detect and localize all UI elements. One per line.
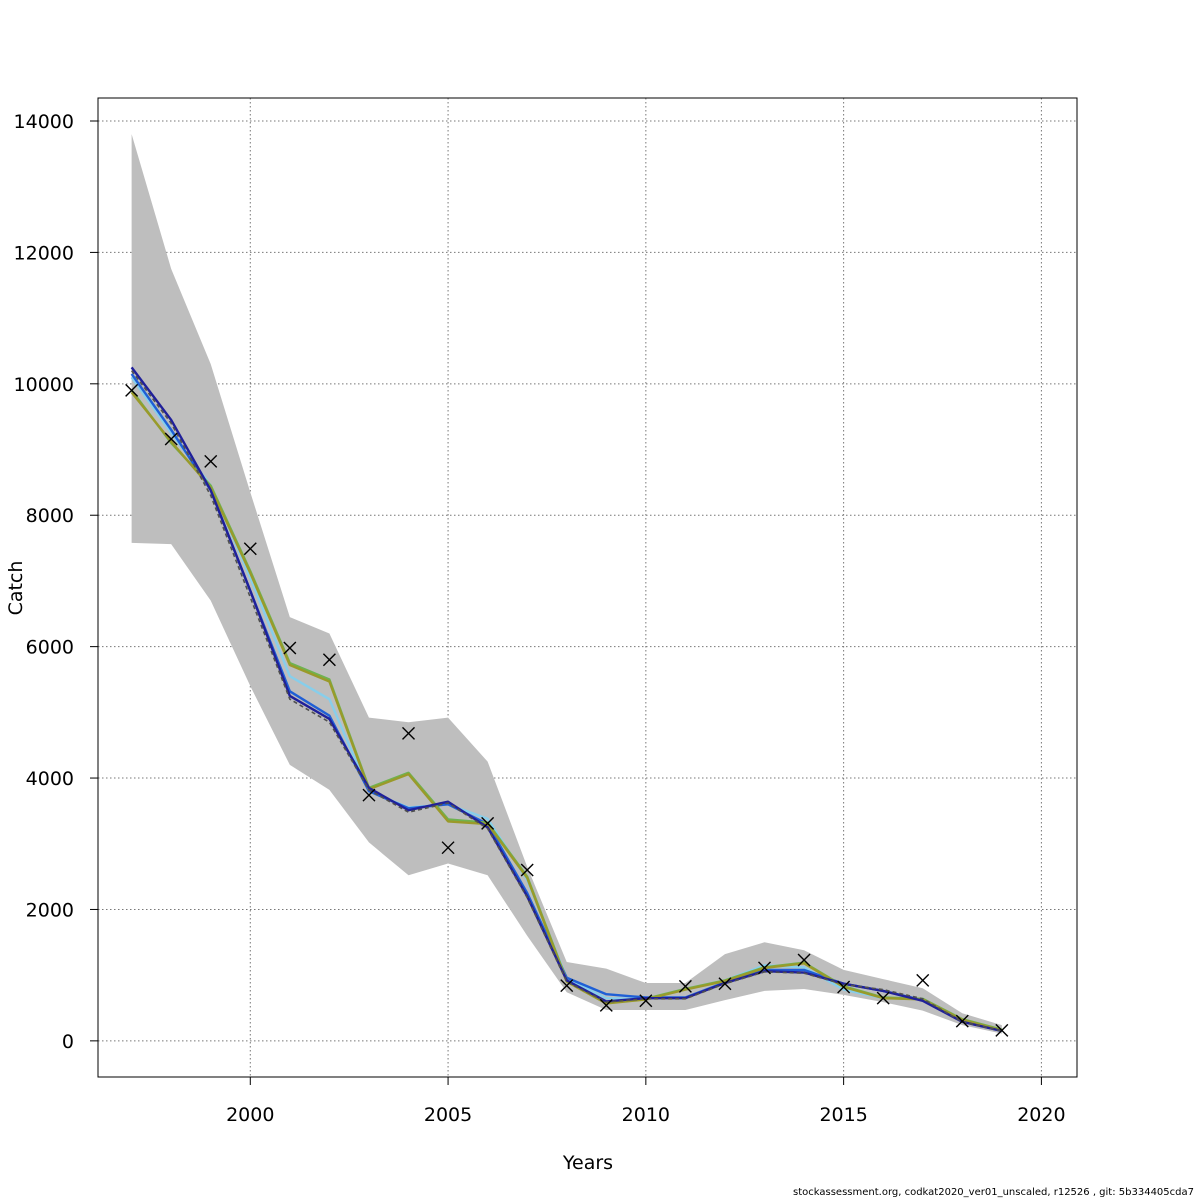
observed-point (995, 1023, 1009, 1037)
series-line-3 (130, 389, 1003, 1031)
observed-point (678, 979, 692, 993)
plot-frame (97, 97, 1078, 1078)
observed-point (797, 953, 811, 967)
y-tick-label: 4000 (26, 768, 74, 790)
confidence-band (131, 134, 1002, 1034)
footer-credit: stockassessment.org, codkat2020_ver01_un… (793, 1187, 1194, 1198)
x-axis-title: Years (562, 1152, 613, 1174)
x-tick-label: 2015 (819, 1104, 867, 1126)
observed-point (876, 991, 890, 1005)
y-tick-label: 10000 (14, 374, 74, 396)
x-tick-label: 2020 (1017, 1104, 1065, 1126)
y-axis: 0 2000 4000 6000 8000 10000 12000 14000 (14, 111, 98, 1053)
x-tick-label: 2000 (226, 1104, 274, 1126)
observed-point (520, 863, 534, 877)
observed-point (125, 383, 139, 397)
series-line-5 (130, 366, 1003, 1033)
y-tick-label: 2000 (26, 899, 74, 921)
observed-point (718, 977, 732, 991)
observed-point (164, 432, 178, 446)
observed-point (599, 998, 613, 1012)
grid-lines (98, 98, 1077, 1077)
x-axis: 2000 2005 2010 2015 2020 (226, 1077, 1066, 1126)
observed-point (283, 641, 297, 655)
observed-point (322, 653, 336, 667)
x-tick-label: 2005 (424, 1104, 472, 1126)
observed-markers-layer (125, 383, 1009, 1037)
observed-point (560, 979, 574, 993)
y-axis-title: Catch (5, 561, 27, 616)
observed-point (916, 973, 930, 987)
observed-point (481, 816, 495, 830)
observed-point (837, 980, 851, 994)
observed-point (639, 994, 653, 1008)
observed-point (955, 1014, 969, 1028)
series-lines-layer (130, 366, 1003, 1033)
x-tick-label: 2010 (622, 1104, 670, 1126)
y-tick-label: 12000 (14, 242, 74, 264)
series-line-4 (130, 391, 1003, 1032)
observed-point (243, 542, 257, 556)
y-tick-label: 8000 (26, 505, 74, 527)
observed-point (758, 961, 772, 975)
confidence-band-layer (131, 134, 1002, 1034)
observed-point (204, 454, 218, 468)
observed-point (441, 841, 455, 855)
observed-point (402, 726, 416, 740)
series-line-6 (130, 370, 1003, 1032)
y-tick-label: 6000 (26, 637, 74, 659)
y-tick-label: 14000 (14, 111, 74, 133)
y-tick-label: 0 (62, 1031, 74, 1053)
observed-point (362, 788, 376, 802)
